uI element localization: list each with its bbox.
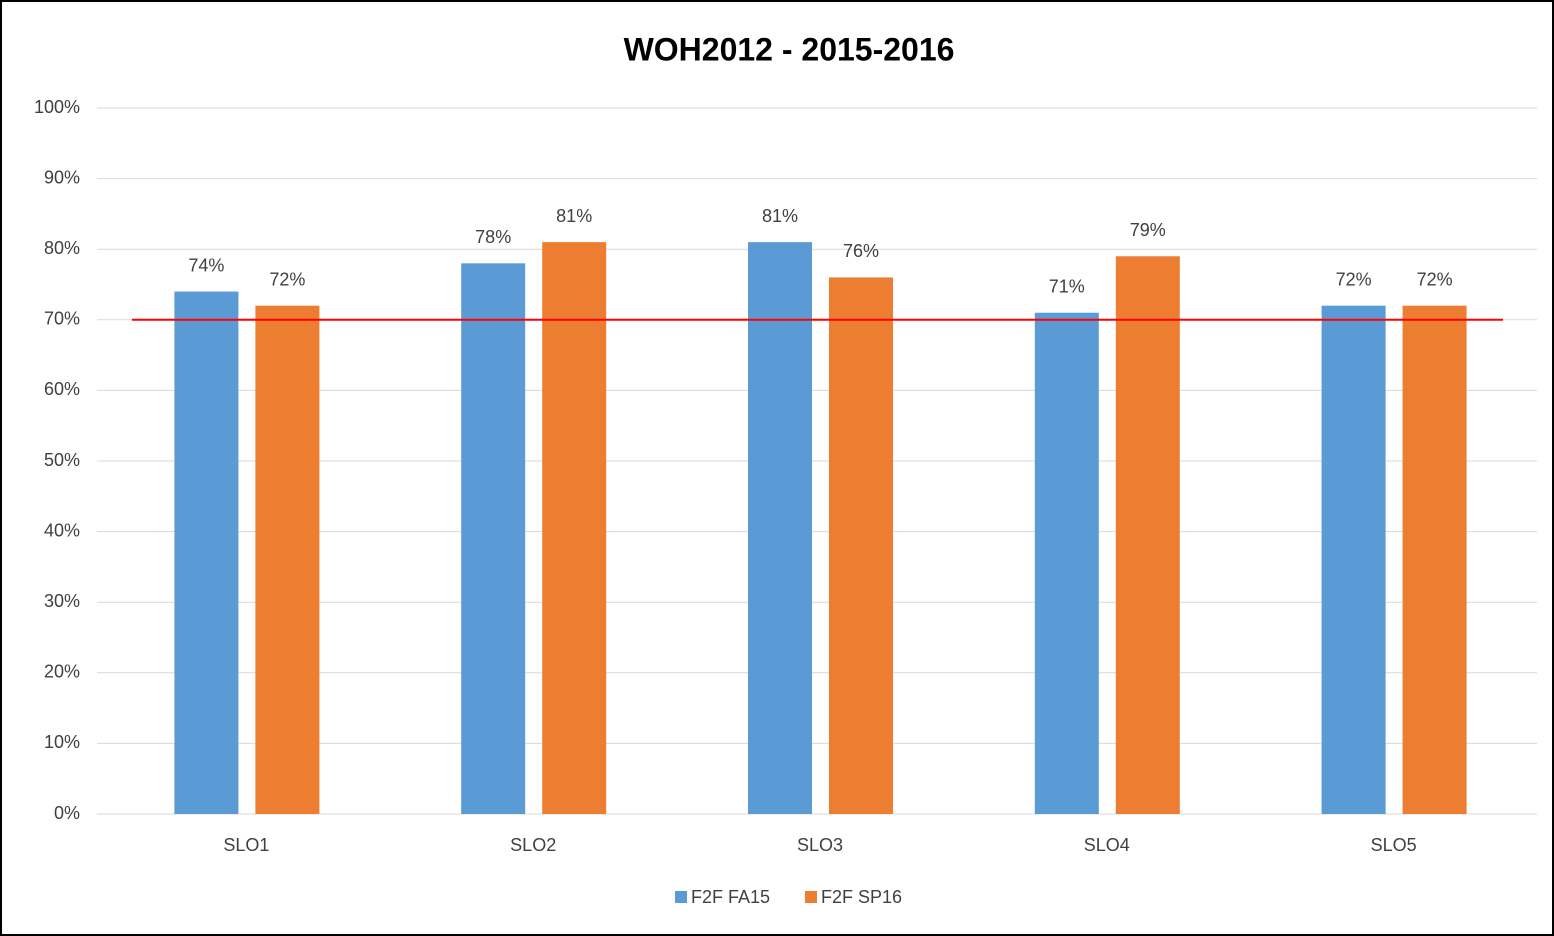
y-tick-label: 0%	[54, 803, 80, 823]
bar	[542, 242, 607, 814]
y-tick-label: 30%	[44, 591, 80, 611]
value-label: 74%	[188, 255, 224, 275]
legend-label: F2F SP16	[821, 887, 902, 907]
value-label: 72%	[269, 269, 305, 289]
chart-title: WOH2012 - 2015-2016	[624, 31, 955, 67]
bar	[1321, 305, 1386, 814]
x-tick-label: SLO2	[510, 835, 556, 855]
bar	[461, 263, 526, 814]
legend-swatch	[675, 891, 687, 903]
y-tick-label: 60%	[44, 379, 80, 399]
value-label: 71%	[1049, 276, 1085, 296]
legend-swatch	[805, 891, 817, 903]
y-tick-label: 70%	[44, 309, 80, 329]
value-label: 72%	[1417, 269, 1453, 289]
y-tick-label: 80%	[44, 238, 80, 258]
value-label: 72%	[1336, 269, 1372, 289]
bar	[255, 305, 320, 814]
y-tick-label: 50%	[44, 450, 80, 470]
y-tick-label: 100%	[34, 97, 80, 117]
bar	[748, 242, 812, 814]
y-tick-label: 20%	[44, 662, 80, 682]
value-label: 79%	[1130, 220, 1166, 240]
x-tick-label: SLO5	[1371, 835, 1417, 855]
x-tick-label: SLO3	[797, 835, 843, 855]
y-tick-label: 90%	[44, 167, 80, 187]
y-tick-label: 10%	[44, 732, 80, 752]
bar	[1115, 256, 1180, 814]
value-label: 81%	[762, 206, 798, 226]
value-label: 76%	[843, 241, 879, 261]
bar	[1034, 312, 1099, 814]
bar	[1402, 305, 1467, 814]
y-tick-label: 40%	[44, 520, 80, 540]
value-label: 78%	[475, 227, 511, 247]
bar	[174, 291, 239, 814]
value-label: 81%	[556, 206, 592, 226]
legend-label: F2F FA15	[691, 887, 770, 907]
bar	[829, 277, 893, 814]
x-tick-label: SLO1	[223, 835, 269, 855]
x-tick-label: SLO4	[1084, 835, 1130, 855]
